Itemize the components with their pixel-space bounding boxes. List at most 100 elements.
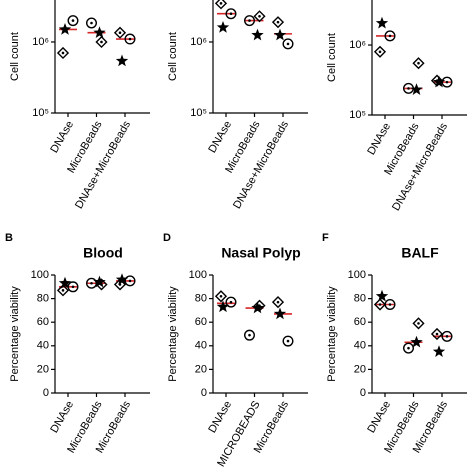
diamond-dot-point [373, 298, 387, 311]
circle-dot-point [384, 30, 396, 42]
x-tick-label: DNAse [206, 119, 234, 155]
y-tick-label: 40 [195, 340, 207, 352]
marker-dot [219, 294, 223, 298]
y-axis-label: Percentage viability [9, 286, 21, 382]
marker-dot [435, 332, 439, 336]
marker-outline [225, 296, 237, 308]
panel-letter: F [322, 232, 329, 244]
star-point [115, 54, 129, 67]
star-point [93, 26, 106, 38]
marker-outline [412, 317, 425, 330]
star-point [375, 289, 389, 302]
y-tick-label: 40 [37, 340, 49, 352]
y-tick-label: 0 [360, 387, 366, 399]
y-tick-label: 10⁶ [190, 36, 207, 48]
marker-dot [229, 12, 233, 16]
diamond-dot-point [412, 57, 425, 70]
marker-outline [430, 327, 444, 341]
star-point [115, 273, 129, 285]
y-tick-label: 40 [354, 340, 366, 352]
y-tick-label: 10⁶ [349, 39, 366, 51]
star-point [375, 16, 389, 29]
circle-dot-point [282, 335, 294, 347]
x-tick-label: DNAse [365, 399, 393, 435]
y-axis-label: Cell count [167, 32, 179, 81]
marker-outline [271, 296, 285, 309]
circle-dot-point [124, 33, 136, 45]
y-tick-label: 100 [31, 269, 49, 281]
marker-dot [90, 281, 93, 285]
x-tick-label: DNAse [365, 121, 393, 157]
marker-dot [128, 279, 132, 283]
x-tick-label: DNAse+MicroBeads [231, 119, 291, 211]
diamond-dot-point [373, 45, 387, 58]
circle-dot-point [67, 15, 79, 27]
marker-outline [403, 342, 415, 354]
marker-dot [276, 300, 280, 304]
y-tick-label: 80 [354, 293, 366, 305]
diamond-dot-point [271, 296, 285, 309]
marker-outline [253, 10, 266, 23]
marker-outline [373, 298, 387, 311]
marker-outline [282, 335, 294, 347]
y-axis-label: Cell count [326, 33, 338, 82]
circle-dot-point [403, 342, 415, 354]
marker-outline [85, 17, 97, 29]
star-point [216, 20, 230, 33]
star-point [58, 276, 72, 289]
marker-outline [124, 275, 136, 287]
marker-dot [61, 289, 65, 292]
marker-outline [412, 57, 425, 70]
marker-dot [258, 14, 261, 18]
star-point [410, 335, 423, 348]
star-point [432, 75, 446, 88]
marker-dot [286, 339, 290, 343]
y-tick-label: 100 [189, 269, 207, 281]
marker-dot [378, 303, 382, 306]
marker-outline [243, 329, 255, 341]
y-tick-label: 60 [37, 316, 49, 328]
marker-outline [67, 15, 79, 27]
marker-dot [407, 87, 410, 90]
y-tick-label: 80 [195, 293, 207, 305]
x-tick-label: DNAse [48, 399, 76, 435]
panel-title: BALF [401, 245, 439, 261]
y-axis-label: Cell count [9, 32, 21, 81]
y-tick-label: 20 [37, 363, 49, 375]
marker-dot [388, 34, 392, 38]
diamond-dot-point [214, 290, 228, 303]
diamond-dot-point [271, 16, 285, 29]
circle-dot-point [85, 277, 97, 289]
star-point [251, 28, 264, 41]
y-tick-label: 60 [195, 316, 207, 328]
diamond-dot-point [430, 327, 444, 341]
panel-letter: D [163, 232, 171, 244]
marker-outline [384, 30, 396, 42]
y-axis-label: Percentage viability [167, 286, 179, 382]
star-point [273, 307, 287, 320]
marker-dot [417, 322, 420, 325]
marker-outline [85, 277, 97, 289]
star-point [251, 301, 264, 314]
marker-outline [243, 15, 255, 27]
marker-outline [113, 26, 127, 39]
marker-dot [286, 42, 290, 46]
circle-dot-point [225, 8, 237, 20]
y-tick-label: 20 [195, 363, 207, 375]
y-tick-label: 10⁵ [32, 107, 49, 119]
star-point [273, 28, 287, 41]
marker-dot [445, 335, 449, 338]
marker-outline [271, 16, 285, 29]
y-tick-label: 0 [201, 387, 207, 399]
marker-dot [100, 40, 103, 44]
marker-dot [229, 300, 233, 304]
y-tick-label: 80 [37, 293, 49, 305]
marker-outline [124, 33, 136, 45]
marker-outline [225, 8, 237, 20]
circle-dot-point [441, 330, 453, 342]
diamond-dot-point [214, 0, 228, 10]
y-tick-label: 100 [348, 269, 366, 281]
star-point [432, 345, 446, 357]
circle-dot-point [243, 15, 255, 27]
